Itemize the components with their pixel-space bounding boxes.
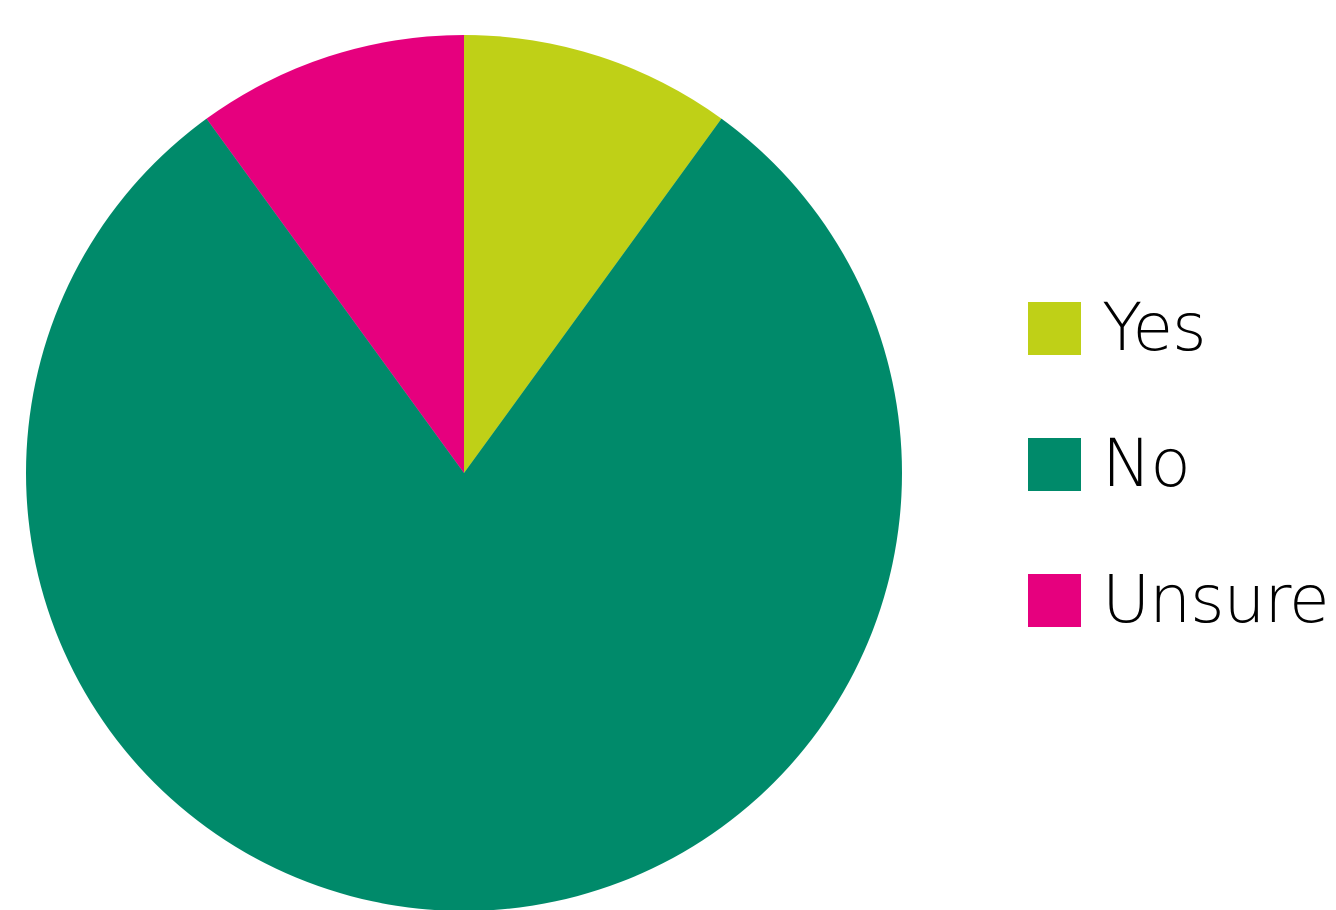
pie-slice-yes — [464, 35, 722, 473]
legend-label-no: No — [1102, 425, 1191, 502]
legend-swatch-unsure — [1028, 573, 1081, 627]
pie-slice-unsure — [206, 35, 465, 473]
legend-swatch-yes — [1028, 301, 1081, 355]
legend-item-yes: Yes — [1028, 295, 1329, 361]
legend-swatch-no — [1028, 437, 1081, 491]
legend-label-unsure: Unsure — [1102, 561, 1330, 638]
legend-item-unsure: Unsure — [1028, 567, 1330, 633]
legend: Yes No Unsure — [1028, 295, 1330, 633]
legend-item-no: No — [1028, 431, 1329, 497]
legend-label-yes: Yes — [1102, 289, 1207, 366]
pie-slice-no — [26, 118, 902, 910]
